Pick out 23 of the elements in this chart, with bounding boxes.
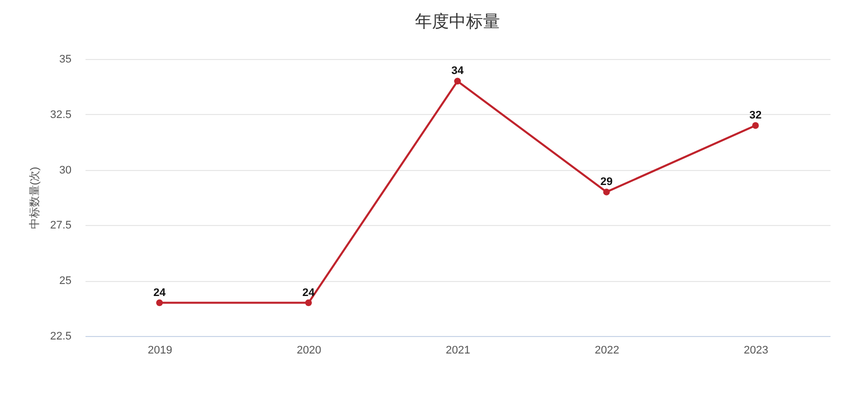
point — [603, 188, 610, 196]
point — [305, 299, 312, 306]
y-axis-title: 中标数量(次) — [28, 166, 42, 230]
chart-title: 年度中标量 — [415, 12, 500, 31]
data-label: 29 — [600, 176, 613, 188]
x-tick-label: 2021 — [446, 344, 470, 356]
x-tick-label: 2022 — [594, 344, 620, 356]
x-tick-label: 2023 — [744, 344, 768, 356]
point — [156, 299, 163, 306]
y-tick-label: 27.5 — [50, 220, 72, 232]
y-tick-label: 30 — [59, 164, 72, 176]
y-tick-label: 22.5 — [50, 330, 72, 342]
data-label: 24 — [302, 286, 316, 299]
y-tick-label: 25 — [59, 275, 72, 288]
x-tick-label: 2019 — [148, 344, 172, 356]
data-label: 34 — [451, 65, 464, 78]
x-tick-label: 2020 — [296, 344, 322, 356]
data-label: 24 — [153, 286, 166, 299]
y-tick-label: 35 — [59, 54, 72, 66]
point — [454, 78, 461, 85]
data-label: 32 — [749, 109, 762, 122]
point — [752, 122, 759, 129]
y-tick-label: 32.5 — [50, 108, 72, 121]
